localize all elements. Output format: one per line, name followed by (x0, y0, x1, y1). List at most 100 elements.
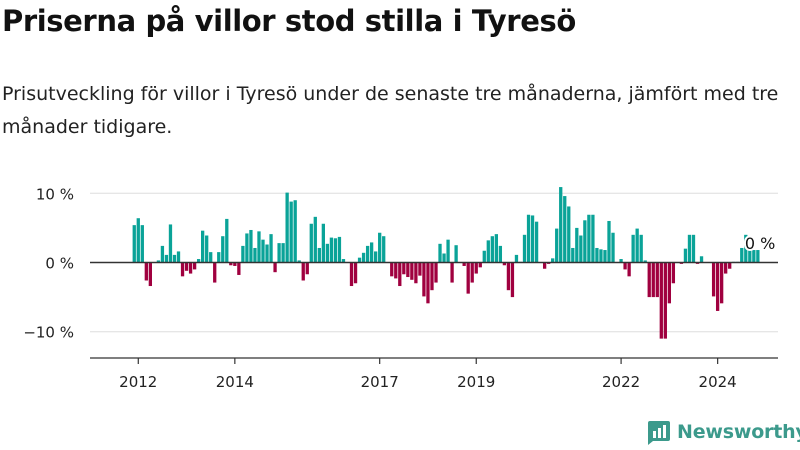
bar (293, 200, 297, 263)
bar (559, 187, 563, 263)
bar (257, 231, 261, 263)
bar (253, 247, 257, 263)
bar (357, 257, 362, 263)
bar (172, 254, 177, 263)
bar (756, 250, 760, 263)
bar (378, 232, 382, 263)
bar (225, 218, 229, 263)
bar (305, 262, 309, 275)
bar (140, 225, 144, 263)
bar (478, 262, 482, 268)
bar (526, 214, 531, 263)
bar (639, 234, 643, 263)
x-tick-label: 2014 (216, 373, 254, 391)
bar (462, 262, 466, 266)
bar-layer (132, 187, 760, 339)
bar (422, 262, 426, 297)
bar (205, 235, 209, 263)
bar (454, 245, 458, 263)
bar (309, 223, 313, 263)
bar (233, 262, 237, 266)
bar (317, 247, 321, 263)
bar (587, 214, 591, 263)
bar (579, 235, 583, 263)
bar (663, 262, 667, 339)
bar (321, 223, 325, 263)
bar (542, 262, 547, 269)
bar (752, 250, 756, 263)
bar (671, 262, 676, 284)
bar (502, 262, 507, 266)
bar (498, 245, 503, 263)
x-tick-label: 2012 (119, 373, 157, 391)
bar (289, 201, 293, 263)
newsworthy-logo-icon (648, 421, 670, 445)
bar (651, 262, 655, 298)
chart-title: Priserna på villor stod stilla i Tyresö (2, 4, 576, 38)
bar (728, 262, 732, 269)
bar (265, 244, 269, 263)
bar (329, 237, 334, 263)
bar (740, 247, 744, 263)
bar (394, 262, 398, 279)
bar (201, 230, 205, 263)
bar (261, 239, 265, 263)
bar (748, 247, 752, 263)
bar (647, 262, 651, 298)
bar (229, 262, 233, 266)
latest-value-label: 0 % (745, 234, 775, 253)
bar (567, 206, 571, 263)
bar (374, 251, 378, 263)
bar (273, 262, 277, 273)
bar (659, 262, 663, 339)
chart-subtitle: Prisutveckling för villor i Tyresö under… (2, 83, 779, 138)
bar (136, 218, 140, 263)
bar (583, 220, 587, 263)
bar (655, 262, 659, 298)
bar (144, 262, 148, 281)
bar (667, 262, 671, 304)
bar (180, 262, 185, 277)
bar (281, 243, 285, 263)
newsworthy-logo: Newsworthy (645, 419, 800, 445)
newsworthy-logo-text: Newsworthy (677, 421, 800, 443)
bar (699, 256, 704, 263)
bar (711, 262, 716, 297)
bar (160, 245, 165, 263)
bar (192, 262, 197, 270)
latest-value-label-halo: 0 % (745, 234, 775, 253)
bar (209, 252, 213, 263)
bar (635, 228, 639, 263)
bar (277, 243, 281, 263)
bar (301, 262, 305, 281)
bar (715, 262, 720, 311)
bar (450, 262, 454, 283)
bar (490, 236, 494, 263)
bar (241, 245, 245, 263)
y-tick-label: 10 % (36, 185, 74, 203)
bar (607, 220, 611, 263)
bar (619, 259, 623, 263)
bar (466, 262, 470, 294)
y-tick-label: −10 % (23, 324, 74, 342)
bar (442, 253, 446, 263)
bar (595, 247, 599, 263)
bar (683, 248, 688, 263)
bar (213, 262, 217, 283)
bar (687, 234, 692, 263)
x-tick-label: 2019 (457, 373, 495, 391)
bar (482, 250, 486, 263)
bar (221, 236, 225, 263)
bar (575, 227, 579, 263)
bar (494, 234, 498, 263)
bar (196, 259, 201, 263)
bar (217, 252, 221, 263)
bar (530, 215, 535, 263)
bar (631, 234, 635, 263)
bar (627, 262, 631, 277)
bar (510, 262, 515, 298)
bar (563, 196, 567, 263)
bar (599, 249, 603, 263)
bar (418, 262, 422, 276)
